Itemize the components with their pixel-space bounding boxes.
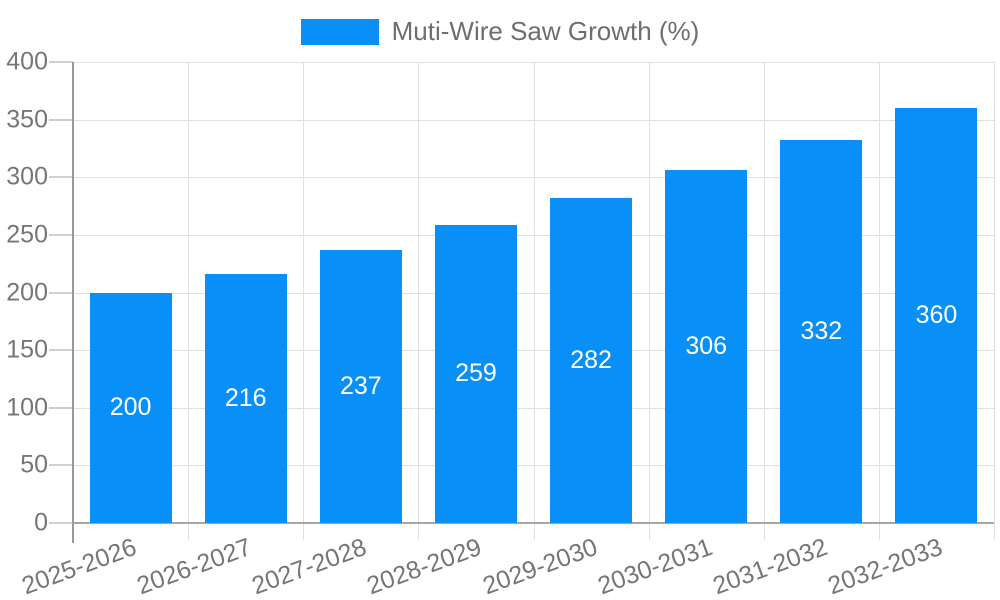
y-axis-tick-label: 50 [20,450,48,479]
y-tick [49,61,73,63]
y-axis-tick-label: 100 [6,393,48,422]
bar-value-label: 216 [224,384,267,413]
x-grid-line [188,62,190,540]
bar[interactable]: 332 [780,140,863,523]
y-tick [49,522,73,524]
bar-value-label: 282 [570,345,612,374]
bar[interactable]: 282 [550,197,633,523]
y-tick [49,233,73,236]
y-axis-tick-label: 150 [6,335,48,364]
y-axis-tick-label: 0 [34,508,48,537]
bar-value-label: 360 [915,301,958,330]
bar-value-label: 200 [109,393,152,422]
y-axis-tick-label: 250 [6,220,48,249]
bar-value-label: 259 [455,359,497,388]
x-axis-tick-label: 2028-2029 [363,533,486,600]
x-grid-line [418,62,420,540]
x-grid-line [303,62,305,540]
x-axis-tick-label: 2025-2026 [18,533,141,600]
x-grid-line [533,62,535,540]
y-axis-tick-label: 200 [6,278,48,306]
y-tick [49,464,73,467]
bar[interactable]: 360 [895,108,978,523]
bar[interactable]: 237 [319,249,402,523]
bar[interactable]: 259 [434,224,517,523]
x-grid-line [994,62,995,540]
y-tick [49,176,73,179]
y-axis-tick-label: 400 [6,47,48,76]
legend[interactable]: Muti-Wire Saw Growth (%) [0,16,1000,47]
x-axis-tick-label: 2032-2033 [824,533,947,600]
legend-swatch [300,18,379,45]
y-tick [49,118,73,121]
x-axis-tick-label: 2030-2031 [593,533,716,600]
bar-value-label: 237 [339,371,382,400]
y-tick [49,349,73,352]
x-grid-line [878,62,880,540]
x-axis-line [73,522,994,524]
x-grid-line [763,62,765,540]
x-axis-tick-label: 2027-2028 [248,533,371,600]
y-tick [49,406,73,409]
x-axis-tick-label: 2031-2032 [708,533,831,600]
y-tick [49,291,73,294]
x-grid-line [648,62,650,540]
bar[interactable]: 200 [89,292,172,523]
bar-value-label: 306 [685,332,728,361]
x-axis-tick-label: 2029-2030 [478,533,601,600]
y-axis-tick-label: 350 [6,105,48,134]
legend-label: Muti-Wire Saw Growth (%) [391,16,700,46]
x-axis-tick-label: 2026-2027 [133,533,256,600]
bar[interactable]: 216 [204,274,287,523]
y-axis-tick-label: 300 [6,162,48,191]
bar[interactable]: 306 [665,170,748,523]
bar-value-label: 332 [800,317,843,346]
y-axis-line [72,62,74,543]
